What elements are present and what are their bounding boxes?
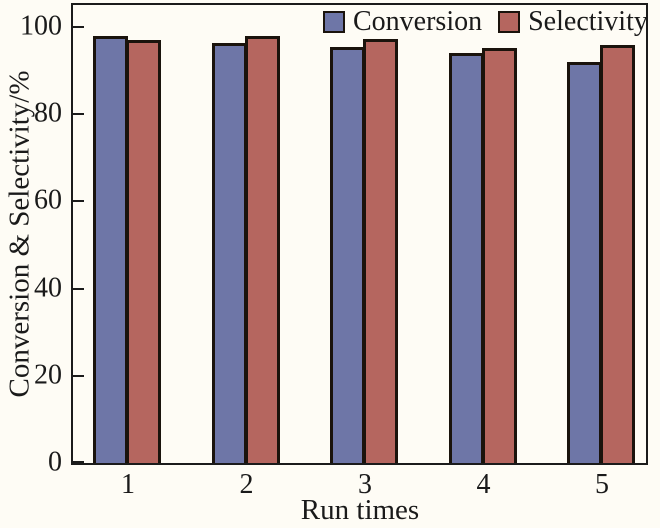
bar-conversion-run-3: [330, 47, 365, 463]
y-tick-0: [73, 461, 84, 463]
y-tick-label-0: 0: [48, 446, 62, 478]
legend-item-selectivity: Selectivity: [498, 8, 648, 36]
y-tick-60: [73, 200, 84, 202]
y-tick-label-60: 60: [34, 184, 62, 216]
x-tick-label-3: 3: [358, 469, 372, 500]
bar-conversion-run-5: [567, 62, 602, 463]
bar-selectivity-run-3: [363, 39, 398, 463]
y-tick-label-80: 80: [34, 97, 62, 129]
y-tick-20: [73, 375, 84, 377]
y-tick-label-40: 40: [34, 271, 62, 303]
bar-conversion-run-1: [93, 36, 128, 463]
bar-selectivity-run-1: [126, 40, 161, 463]
bar-conversion-run-4: [448, 53, 484, 463]
x-axis-title: Run times: [300, 494, 420, 526]
plot-area: Conversion Selectivity: [71, 3, 648, 465]
y-tick-label-20: 20: [34, 359, 62, 391]
legend-item-conversion: Conversion: [323, 8, 482, 36]
y-tick-80: [73, 113, 84, 115]
x-tick-label-5: 5: [595, 469, 609, 500]
legend-label-conversion: Conversion: [353, 6, 483, 37]
legend: Conversion Selectivity: [323, 8, 648, 36]
y-tick-100: [73, 26, 84, 28]
x-tick-label-1: 1: [121, 469, 135, 500]
legend-swatch-conversion: [323, 11, 345, 33]
bar-conversion-run-2: [211, 43, 247, 463]
x-tick-label-4: 4: [476, 469, 491, 500]
y-tick-label-100: 100: [20, 10, 62, 42]
y-tick-40: [73, 288, 84, 290]
x-tick-label-2: 2: [239, 469, 254, 500]
legend-label-selectivity: Selectivity: [528, 6, 648, 37]
bar-selectivity-run-2: [244, 36, 280, 463]
bar-selectivity-run-4: [481, 48, 517, 463]
legend-swatch-selectivity: [498, 11, 521, 33]
bar-selectivity-run-5: [600, 45, 635, 463]
